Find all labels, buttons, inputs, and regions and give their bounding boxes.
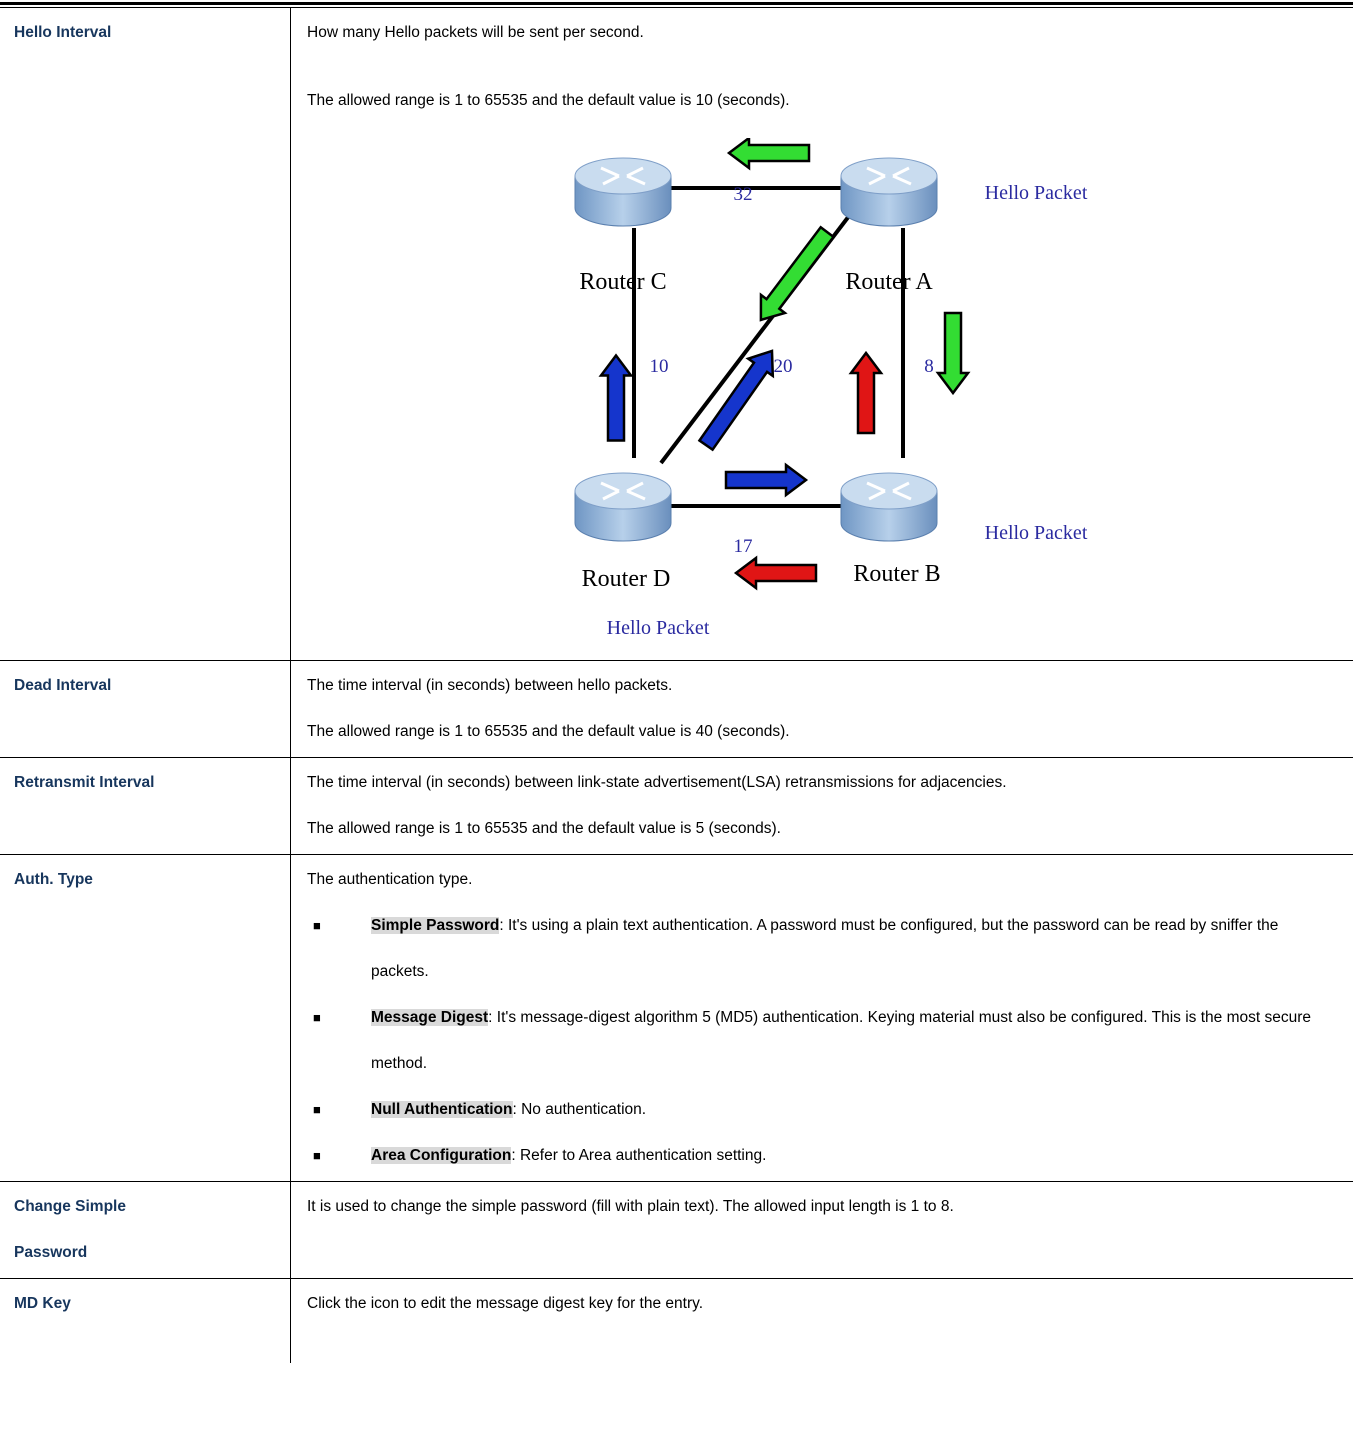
description: The time interval (in seconds) between l… [291,758,1353,855]
router-top [575,473,671,509]
router-icon [575,158,671,226]
router-icon [841,473,937,541]
router-label: Router D [582,566,671,592]
paragraph: The authentication type. [307,857,1333,903]
paragraph: The allowed range is 1 to 65535 and the … [307,78,1333,124]
item-text: : It's message-digest algorithm 5 (MD5) … [371,1009,1311,1072]
router-icon [575,473,671,541]
list-item: Area Configuration: Refer to Area authen… [371,1133,1333,1179]
list-item: Simple Password: It's using a plain text… [371,903,1333,995]
link-cost: 32 [734,184,753,205]
flow-arrow [851,353,881,433]
paragraph: How many Hello packets will be sent per … [307,10,1333,56]
router-label: Router A [845,269,933,295]
term: Auth. Type [0,855,291,1182]
list-item: Message Digest: It's message-digest algo… [371,995,1333,1087]
packet-label: Hello Packet [607,617,710,639]
packet-label: Hello Packet [985,182,1088,204]
item-label: Simple Password [371,917,499,934]
parameter-table: Hello Interval How many Hello packets wi… [0,8,1353,1363]
item-text: : No authentication. [513,1101,647,1118]
term: Retransmit Interval [0,758,291,855]
row: Change Simple Password It is used to cha… [0,1182,1353,1279]
paragraph: The time interval (in seconds) between h… [307,663,1333,709]
description: The time interval (in seconds) between h… [291,661,1353,758]
links [634,188,903,506]
link-cost: 10 [650,356,669,377]
item-text: : Refer to Area authentication setting. [511,1147,766,1164]
term: MD Key [0,1279,291,1364]
flow-arrow [749,223,839,329]
row: Hello Interval How many Hello packets wi… [0,8,1353,661]
router-top [841,158,937,194]
router-icon [841,158,937,226]
row: MD Key Click the icon to edit the messag… [0,1279,1353,1364]
row: Retransmit Interval The time interval (i… [0,758,1353,855]
flow-arrow [736,558,816,588]
paragraph: The allowed range is 1 to 65535 and the … [307,806,1333,852]
link-cost: 20 [774,356,793,377]
term: Hello Interval [0,8,291,661]
description: How many Hello packets will be sent per … [291,8,1353,661]
auth-type-list: Simple Password: It's using a plain text… [307,903,1333,1179]
item-text: : It's using a plain text authentication… [371,917,1278,980]
flow-arrow [729,138,809,168]
ospf-diagram: Router C Router A Router D Router B 32 10 20 8 1… [502,138,1142,648]
router-top [575,158,671,194]
router-label: Router B [853,561,940,587]
flow-arrow [726,465,806,495]
item-label: Message Digest [371,1009,488,1026]
row: Dead Interval The time interval (in seco… [0,661,1353,758]
item-label: Null Authentication [371,1101,513,1118]
link-cost: 17 [734,536,753,557]
paragraph: The time interval (in seconds) between l… [307,760,1333,806]
row: Auth. Type The authentication type. Simp… [0,855,1353,1182]
paragraph: The allowed range is 1 to 65535 and the … [307,709,1333,755]
list-item: Null Authentication: No authentication. [371,1087,1333,1133]
term: Dead Interval [0,661,291,758]
link-cost: 8 [924,356,934,377]
item-label: Area Configuration [371,1147,511,1164]
router-top [841,473,937,509]
description: It is used to change the simple password… [291,1182,1353,1279]
description: Click the icon to edit the message diges… [291,1279,1353,1364]
flow-arrow [601,356,631,441]
packet-label: Hello Packet [985,522,1088,544]
term: Change Simple Password [0,1182,291,1279]
flow-arrow [938,313,968,393]
paragraph: Click the icon to edit the message diges… [307,1281,1333,1327]
router-label: Router C [579,269,666,295]
description: The authentication type. Simple Password… [291,855,1353,1182]
paragraph: It is used to change the simple password… [307,1184,1333,1230]
